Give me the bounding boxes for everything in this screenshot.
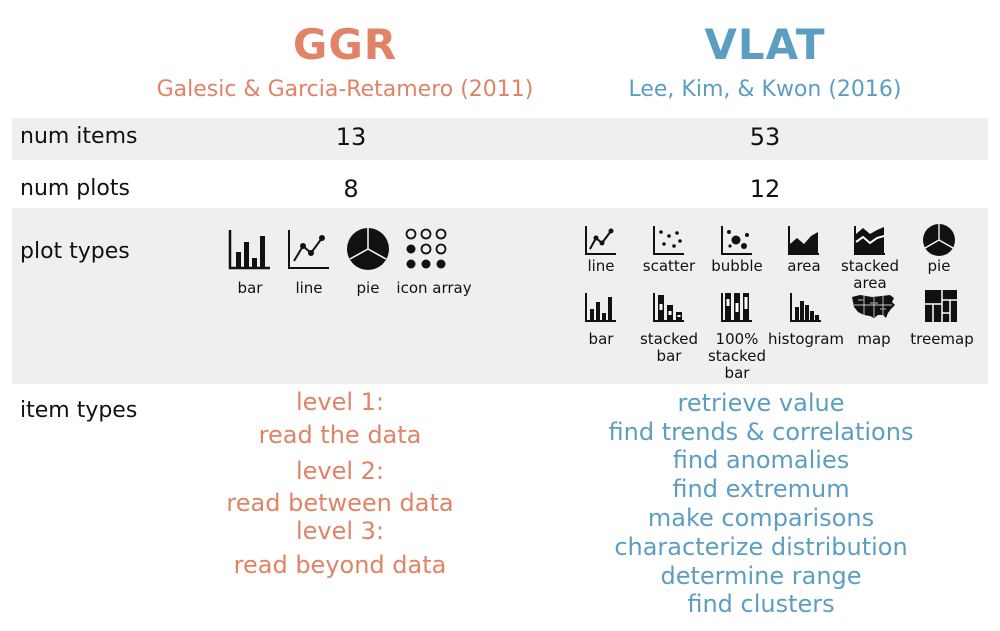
vlat-item-type: retrieve value [677,389,845,417]
row-label-num-plots: num plots [20,176,130,201]
ggr-item-type: level 2: [295,457,385,485]
ggr-title: GGR [292,20,398,69]
line-chart-icon [585,226,616,255]
map-icon [852,295,895,318]
plot-type-label: bar [237,279,263,297]
plot-type-label: stacked area [840,257,900,292]
ggr-item-type: level 1: [295,388,385,416]
ggr-num-items: 13 [335,123,367,151]
plot-type-label: map [857,330,891,348]
histogram-icon [790,293,821,322]
vlat-item-type: find trends & correlations [608,418,914,446]
vlat-item-type: determine range [660,562,862,590]
row-label-num-items: num items [20,124,138,149]
plot-type-label: scatter [642,257,696,275]
row-label-plot-types: plot types [20,239,130,264]
plot-type-label: treemap [910,330,974,348]
scatter-plot-icon [653,226,684,255]
row-label-item-types: item types [20,398,138,423]
bar-chart-icon [585,293,616,322]
plot-type-label: icon array [396,279,472,297]
stacked-area-icon [854,226,885,255]
vlat-title: VLAT [704,20,826,69]
plot-type-label: pie [356,279,380,297]
pie-chart-icon [347,228,389,270]
ggr-item-type: read the data [258,421,422,449]
vlat-item-type: find extremum [672,475,850,503]
ggr-item-type: read between data [226,489,454,517]
plot-type-label: 100% stacked bar [707,330,767,382]
bar-chart-icon [228,230,270,270]
plot-type-label: bubble [711,257,763,275]
row-band-plot-types [12,208,988,384]
treemap-icon [925,290,957,322]
100-stacked-bar-icon [721,293,752,322]
line-chart-icon [288,230,329,269]
ggr-num-plots: 8 [343,175,359,203]
area-chart-icon [788,226,819,255]
plot-type-label: histogram [767,330,845,348]
vlat-num-items: 53 [749,123,781,151]
plot-type-label: line [295,279,323,297]
stacked-bar-icon [653,293,684,322]
vlat-item-type: characterize distribution [614,533,908,561]
plot-type-label: stacked bar [639,330,699,365]
plot-type-label: pie [927,257,951,275]
vlat-item-type: make comparisons [647,504,875,532]
ggr-item-type: level 3: [295,517,385,545]
vlat-citation: Lee, Kim, & Kwon (2016) [628,77,902,102]
ggr-item-type: read beyond data [233,551,447,579]
icon-array-icon [405,228,447,269]
vlat-item-type: find clusters [687,590,835,618]
row-band-num-items [12,118,988,160]
ggr-citation: Galesic & Garcia-Retamero (2011) [156,77,534,102]
plot-type-label: line [587,257,615,275]
vlat-item-type: find anomalies [672,446,850,474]
plot-type-label: bar [588,330,614,348]
bubble-chart-icon [721,226,752,255]
vlat-num-plots: 12 [749,175,781,203]
plot-type-label: area [787,257,821,275]
pie-chart-icon [923,224,955,256]
